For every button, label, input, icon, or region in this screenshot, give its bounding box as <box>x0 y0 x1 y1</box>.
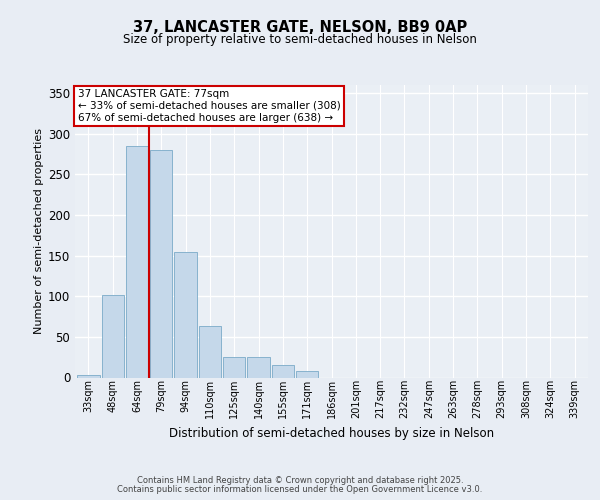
Bar <box>199 326 221 378</box>
Bar <box>272 366 294 378</box>
Text: 37, LANCASTER GATE, NELSON, BB9 0AP: 37, LANCASTER GATE, NELSON, BB9 0AP <box>133 20 467 35</box>
Bar <box>101 294 124 378</box>
Bar <box>175 252 197 378</box>
Bar <box>296 371 319 378</box>
Bar <box>126 146 148 378</box>
Bar <box>150 150 172 378</box>
Text: Contains public sector information licensed under the Open Government Licence v3: Contains public sector information licen… <box>118 485 482 494</box>
Text: Size of property relative to semi-detached houses in Nelson: Size of property relative to semi-detach… <box>123 32 477 46</box>
Bar <box>77 375 100 378</box>
X-axis label: Distribution of semi-detached houses by size in Nelson: Distribution of semi-detached houses by … <box>169 426 494 440</box>
Y-axis label: Number of semi-detached properties: Number of semi-detached properties <box>34 128 44 334</box>
Bar <box>247 357 270 378</box>
Text: Contains HM Land Registry data © Crown copyright and database right 2025.: Contains HM Land Registry data © Crown c… <box>137 476 463 485</box>
Bar <box>223 357 245 378</box>
Text: 37 LANCASTER GATE: 77sqm
← 33% of semi-detached houses are smaller (308)
67% of : 37 LANCASTER GATE: 77sqm ← 33% of semi-d… <box>77 90 340 122</box>
